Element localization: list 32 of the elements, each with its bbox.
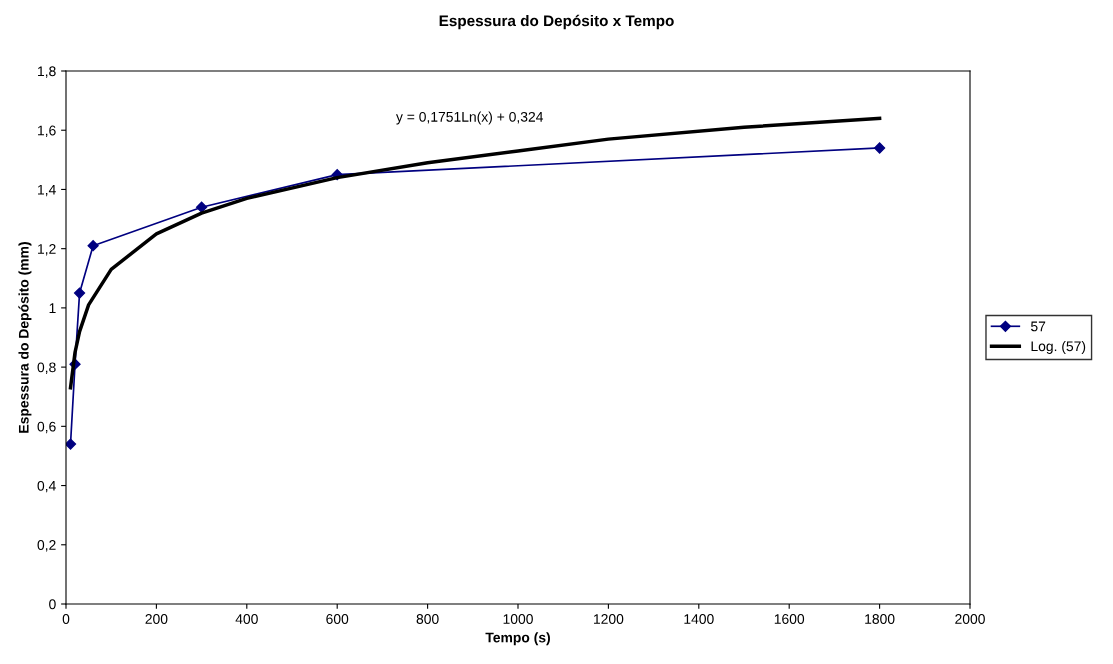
- x-tick-label: 1600: [774, 614, 805, 624]
- x-tick-label: 1400: [684, 614, 714, 624]
- x-tick-label: 1800: [865, 614, 895, 624]
- y-tick-label: 1,8: [38, 66, 56, 78]
- annotation: y = 0,1751Ln(x) + 0,324: [395, 111, 544, 125]
- y-tick-label: 0: [49, 599, 56, 610]
- y-tick-label: 0,4: [37, 480, 56, 493]
- x-tick-label: 0: [62, 614, 70, 624]
- x-tick-label: 200: [145, 614, 168, 624]
- x-tick-label: 800: [416, 614, 439, 624]
- point: [195, 201, 208, 213]
- y-tick-label: 0,8: [37, 362, 56, 374]
- point: [873, 142, 886, 154]
- x-tick-label: 600: [326, 614, 349, 624]
- legend-label: 57: [1030, 321, 1046, 332]
- legend-label: Log. (57): [1031, 340, 1086, 354]
- y-tick-label: 0,2: [37, 540, 56, 552]
- x-tick-label: 400: [235, 614, 258, 624]
- x-tick-label: 1200: [594, 614, 624, 624]
- y-tick-label: 1,2: [38, 244, 56, 256]
- y-tick-label: 1: [49, 303, 56, 313]
- y-axis-title: Espessura do Depósito (mm): [18, 242, 32, 433]
- x-tick-label: 2000: [955, 614, 985, 624]
- y-tick-label: 1,4: [38, 184, 56, 197]
- y-tick-label: 0,6: [37, 421, 56, 434]
- point: [73, 287, 86, 299]
- x-axis-title: Tempo (s): [485, 632, 550, 646]
- y-tick-label: 1,6: [38, 125, 56, 138]
- point: [66, 438, 77, 450]
- x-tick-label: 1000: [503, 614, 533, 624]
- point: [87, 240, 99, 252]
- chart-title: Espessura do Depósito x Tempo: [439, 14, 674, 30]
